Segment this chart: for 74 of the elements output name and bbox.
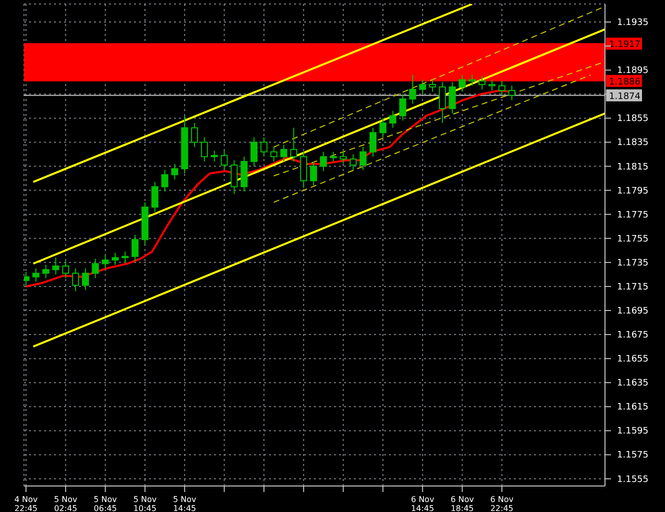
candlestick [112,252,119,266]
y-tick-label: 1.1695 [617,306,648,317]
candlestick [72,268,80,292]
candlestick [161,169,168,192]
candlestick [280,144,288,162]
candlestick [399,94,406,122]
ref-line-label: 1.1874 [609,92,641,102]
candlestick [448,82,456,114]
candlestick [82,268,89,291]
y-tick-label: 1.1615 [617,402,648,413]
candlestick [320,151,327,172]
candlestick [419,79,426,95]
x-tick-label: 4 Nov 22:45 [14,495,38,512]
candlestick [171,163,178,180]
y-tick-label: 1.1675 [617,330,648,341]
candlestick [92,258,99,279]
candlestick [62,260,70,279]
candlestick [52,257,60,275]
candlestick [200,136,208,162]
x-tick-label: 5 Nov 10:45 [133,495,157,512]
candlestick [340,151,347,164]
ref-line-label: 1.1886 [609,77,641,88]
candlestick [330,151,337,162]
candlestick [122,251,129,263]
candlestick [498,80,506,96]
candlestick [438,82,446,124]
x-tick-label: 6 Nov 18:45 [450,495,474,512]
candlestick [389,110,396,128]
candlestick [270,146,278,162]
y-tick-label: 1.1735 [617,258,648,268]
candlestick [468,74,476,86]
x-tick-label: 6 Nov 14:45 [410,495,434,512]
y-tick-label: 1.1655 [617,354,648,365]
candlestick [508,85,516,101]
candlestick [32,268,40,282]
candlestick [409,74,416,104]
candlestick [260,136,268,158]
candlestick [360,146,367,170]
y-tick-label: 1.1795 [617,186,648,196]
y-tick-label: 1.1835 [617,138,648,148]
y-tick-label: 1.1575 [617,450,648,461]
x-tick-label: 6 Nov 22:45 [490,495,514,512]
candlestick [102,254,109,269]
y-tick-label: 1.1555 [617,474,648,485]
y-tick-label: 1.1635 [617,378,648,389]
candlestick [220,150,228,170]
candlestick [369,127,376,158]
candlestick [310,160,318,186]
candlestick [458,74,466,92]
candlestick [42,264,50,279]
candlestick [250,136,258,167]
y-tick-label: 1.1595 [617,426,648,437]
candlestick [230,160,238,194]
ref-line-label: 1.1917 [609,40,640,50]
y-tick-label: 1.1935 [617,18,648,28]
candlestick [478,76,486,90]
y-tick-label: 1.1775 [617,210,648,220]
y-tick-label: 1.1895 [617,66,648,76]
x-tick-label: 5 Nov 06:45 [94,495,118,512]
candlestick [428,79,436,92]
y-tick-label: 1.1715 [617,282,648,292]
candlestick [132,234,139,262]
candlestick [191,122,198,148]
y-tick-label: 1.1755 [617,234,648,244]
x-tick-label: 5 Nov 14:45 [172,495,197,512]
candlestick [151,181,158,212]
y-tick-label: 1.1815 [617,162,648,172]
y-tick-label: 1.1855 [617,114,648,124]
candlestick [488,79,496,92]
candlestick [210,150,218,162]
candlestick [379,118,386,138]
x-tick-label: 5 Nov 02:45 [54,495,78,512]
candlestick [290,127,298,162]
candlestick [350,154,357,170]
